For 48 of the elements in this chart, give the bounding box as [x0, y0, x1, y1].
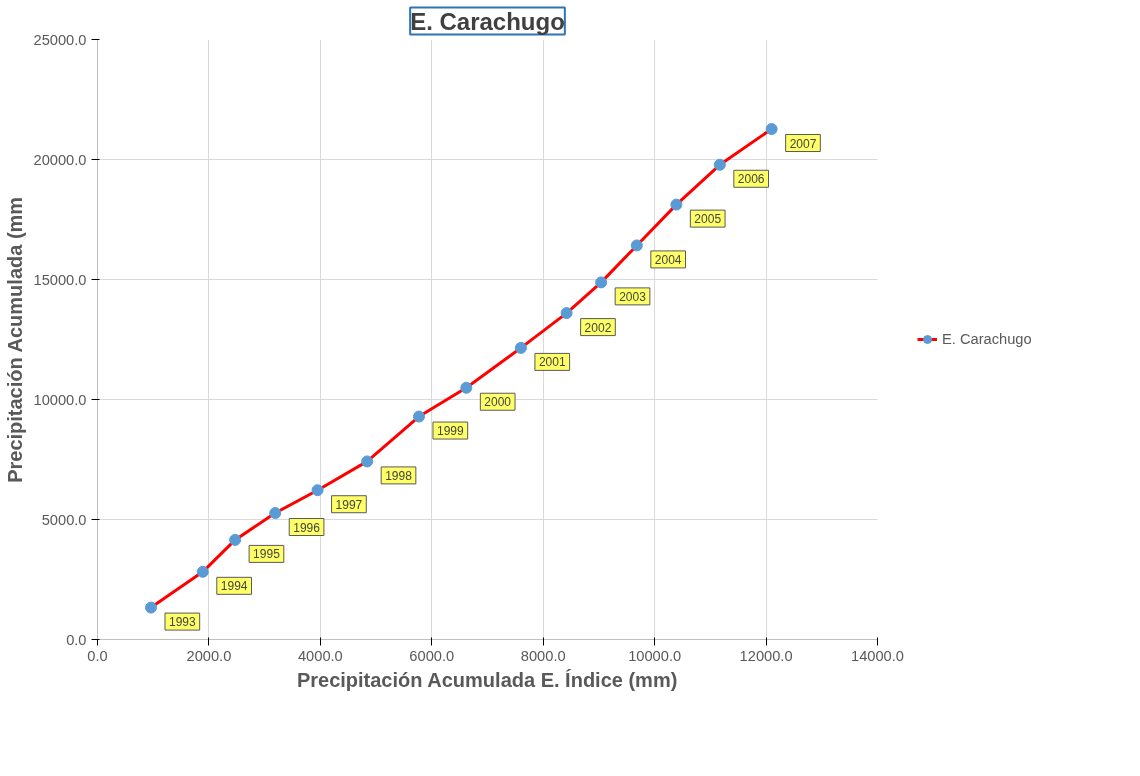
annotation: 2003 — [619, 289, 647, 304]
annotation: 1998 — [385, 468, 413, 483]
annotation: 2004 — [654, 252, 682, 267]
chart-title: E. Carachugo — [410, 7, 565, 35]
y-tick-label: 0.0 — [66, 631, 87, 648]
annotation: 1994 — [220, 579, 248, 594]
annotation: 1995 — [253, 547, 281, 562]
annotation: 2000 — [484, 395, 512, 410]
annotation: 2005 — [694, 212, 722, 227]
annotation: 1997 — [335, 497, 363, 512]
point — [670, 198, 683, 211]
x-tick-label: 12000.0 — [739, 647, 793, 664]
y-axis-title: Precipitación Acumulada (mm — [3, 196, 26, 483]
annotation: 2002 — [584, 320, 612, 335]
x-tick-label: 2000.0 — [186, 647, 232, 664]
point — [269, 507, 282, 520]
point — [144, 601, 157, 614]
point — [460, 381, 473, 394]
x-tick-label: 6000.0 — [409, 647, 455, 664]
x-tick-label: 14000.0 — [851, 647, 904, 664]
x-tick-label: 4000.0 — [297, 647, 343, 664]
y-tick-label: 25000.0 — [33, 31, 87, 48]
point — [560, 307, 573, 320]
x-axis-title: Precipitación Acumulada E. Índice (mm) — [296, 668, 678, 691]
point — [412, 410, 425, 423]
y-tick-label: 5000.0 — [41, 511, 87, 528]
annotation: 1993 — [168, 615, 197, 630]
point — [514, 341, 527, 354]
point — [229, 533, 242, 546]
legend-label: E. Carachugo — [942, 331, 1032, 347]
point — [311, 484, 324, 497]
y-tick-label: 15000.0 — [33, 271, 87, 288]
x-tick-label: 0.0 — [87, 647, 108, 664]
annotation: 1996 — [293, 520, 321, 535]
x-tick-label: 10000.0 — [628, 647, 682, 664]
point — [595, 276, 608, 289]
x-tick-label: 8000.0 — [520, 647, 566, 664]
point — [630, 239, 643, 252]
annotation: 2006 — [737, 172, 765, 187]
annotation: 2001 — [538, 355, 566, 370]
annotation: 1999 — [436, 424, 464, 439]
annotation: 2007 — [789, 136, 817, 151]
y-tick-label: 20000.0 — [33, 151, 87, 168]
point — [361, 455, 374, 468]
point — [713, 158, 726, 171]
point — [765, 123, 778, 136]
y-tick-label: 10000.0 — [33, 391, 87, 408]
point — [196, 565, 209, 578]
